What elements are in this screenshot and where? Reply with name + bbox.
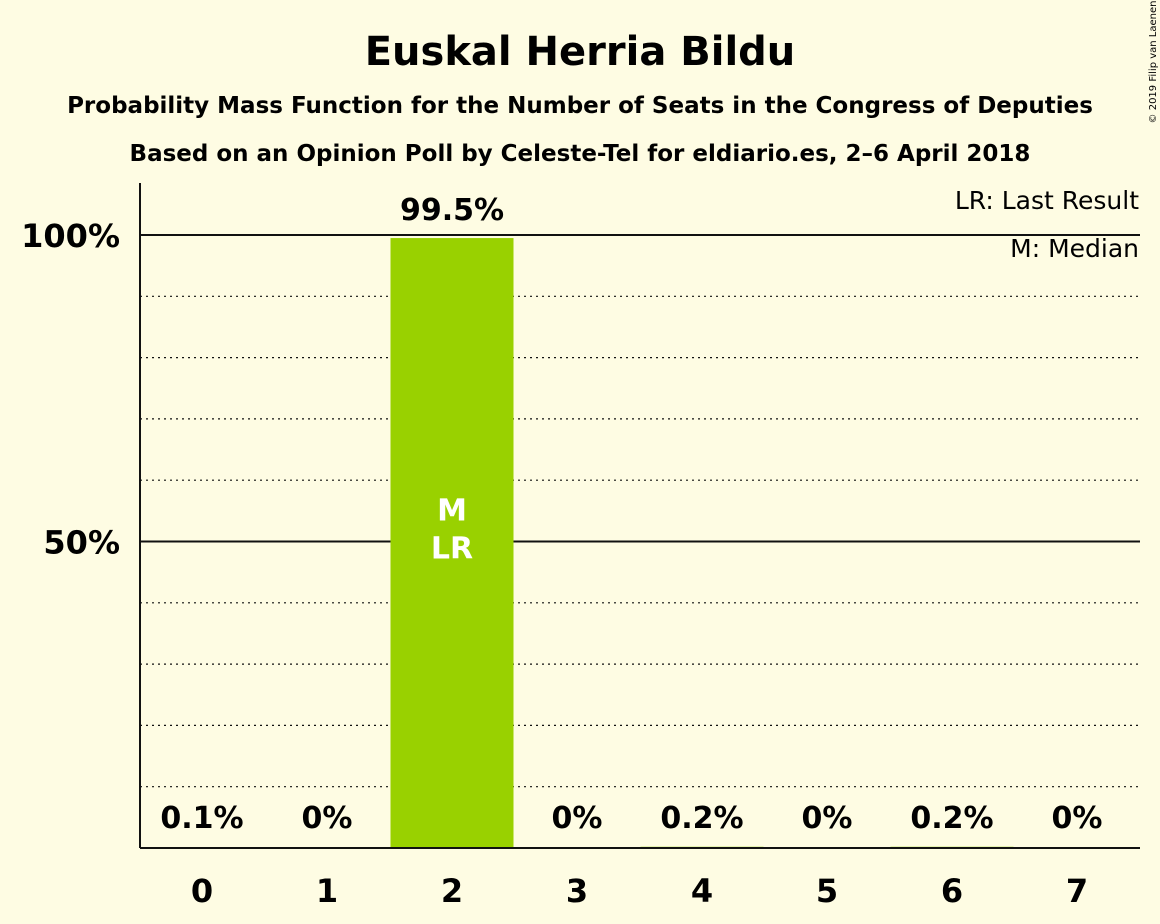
x-tick-label: 4 xyxy=(691,872,713,910)
value-label-seats-4: 0.2% xyxy=(660,801,743,836)
bars xyxy=(140,238,1014,848)
x-tick-label: 3 xyxy=(566,872,588,910)
x-tick-label: 1 xyxy=(316,872,338,910)
value-label-background xyxy=(269,790,385,842)
x-tick-label: 7 xyxy=(1066,872,1088,910)
value-label-background xyxy=(894,790,1010,842)
chart-subtitle: Probability Mass Function for the Number… xyxy=(67,93,1093,119)
value-label-background xyxy=(769,790,885,842)
y-tick-label: 50% xyxy=(43,524,120,562)
legend-last-result: LR: Last Result xyxy=(955,186,1139,215)
x-tick-label: 5 xyxy=(816,872,838,910)
chart-subtitle-poll: Based on an Opinion Poll by Celeste-Tel … xyxy=(130,141,1031,167)
value-label-background xyxy=(144,790,260,842)
value-label-background xyxy=(1019,790,1135,842)
value-label-seats-0: 0.1% xyxy=(160,801,243,836)
gridlines xyxy=(140,234,1140,788)
bar-seats-2 xyxy=(390,238,514,848)
bar-annotation-m: M xyxy=(437,494,467,529)
value-label-seats-5: 0% xyxy=(802,801,853,836)
copyright-notice: © 2019 Filip van Laenen xyxy=(1148,1,1159,124)
chart-title: Euskal Herria Bildu xyxy=(365,29,796,75)
value-label-seats-3: 0% xyxy=(552,801,603,836)
value-label-background xyxy=(519,790,635,842)
value-label-seats-7: 0% xyxy=(1052,801,1103,836)
bar-annotation-lr: LR xyxy=(431,532,473,567)
y-tick-label: 100% xyxy=(21,217,120,255)
x-tick-label: 0 xyxy=(191,872,213,910)
value-label-seats-1: 0% xyxy=(302,801,353,836)
value-label-seats-6: 0.2% xyxy=(910,801,993,836)
value-label-seats-2: 99.5% xyxy=(400,193,504,228)
x-tick-label: 2 xyxy=(441,872,463,910)
value-label-background xyxy=(644,790,760,842)
axes xyxy=(139,183,1140,849)
x-tick-label: 6 xyxy=(941,872,963,910)
labels: 50% 100% 0.1% 0 0% 1 99.5% 2 0% 3 0.2% 4 0% 5 0.2% 6 0% 7… xyxy=(21,193,1135,910)
legend-median: M: Median xyxy=(1010,234,1139,263)
